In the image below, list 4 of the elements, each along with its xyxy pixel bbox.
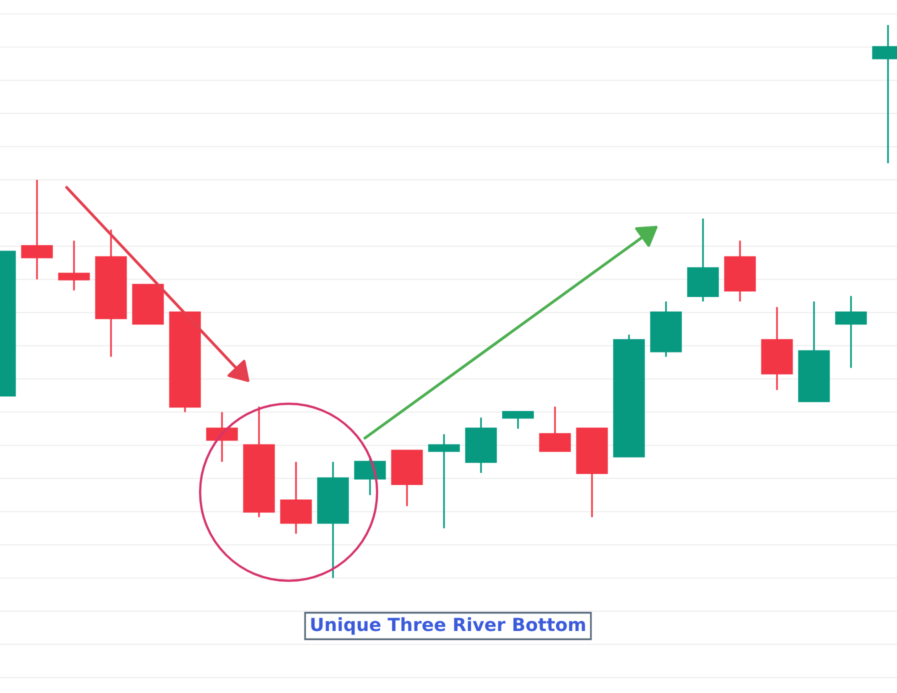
text: Unique Three River Bottom [311, 617, 585, 635]
candlestick [21, 179, 53, 280]
candlestick [58, 240, 90, 292]
candlestick [428, 433, 460, 530]
